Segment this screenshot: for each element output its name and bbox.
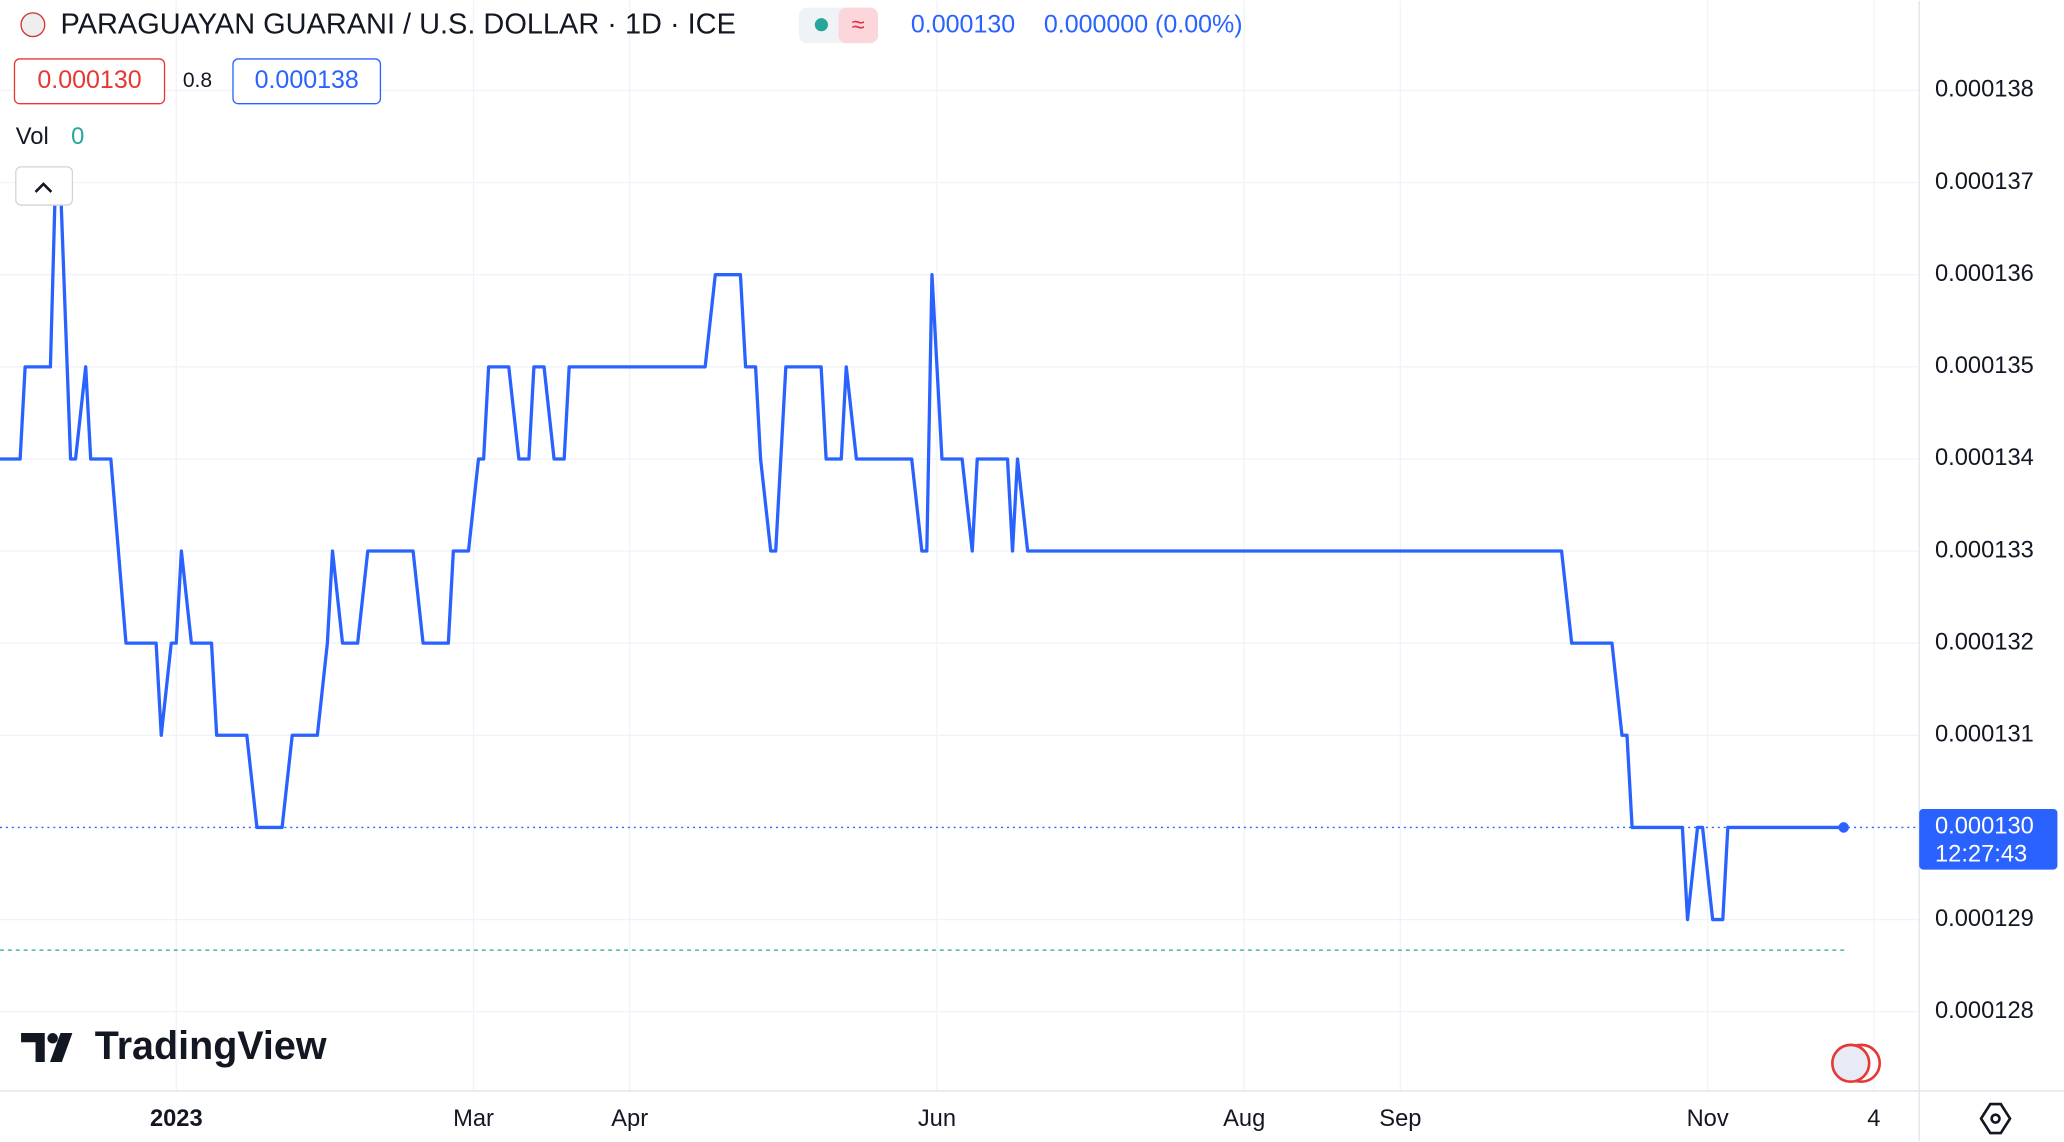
- buy-price: 0.000138: [255, 66, 359, 94]
- x-tick-label: Nov: [1687, 1106, 1729, 1132]
- collapse-icon: [34, 182, 53, 193]
- y-tick-label: 0.000129: [1935, 906, 2034, 932]
- settings-icon-center: [1990, 1113, 2001, 1124]
- x-tick-label: Apr: [611, 1106, 648, 1132]
- region-icon-flag: [1831, 1043, 1871, 1084]
- brand-name: TradingView: [95, 1024, 327, 1068]
- x-tick-label: 4: [1867, 1106, 1880, 1132]
- last-price-box: [1919, 809, 2058, 870]
- y-tick-label: 0.000135: [1935, 353, 2034, 379]
- y-tick-label: 0.000131: [1935, 722, 2034, 748]
- y-tick-label: 0.000134: [1935, 445, 2034, 471]
- y-tick-label: 0.000128: [1935, 998, 2034, 1024]
- vol-value: 0: [71, 124, 84, 150]
- sell-button[interactable]: [13, 58, 166, 105]
- price-change: 0.000000 (0.00%): [1044, 11, 1243, 39]
- last-price: 0.000130: [911, 11, 1015, 39]
- y-tick-label: 0.000137: [1935, 169, 2034, 195]
- y-tick-label: 0.000136: [1935, 261, 2034, 287]
- delay-badge[interactable]: [838, 7, 878, 44]
- settings-icon[interactable]: [1979, 1102, 2012, 1135]
- x-tick-label: 2023: [150, 1106, 203, 1132]
- buy-button[interactable]: [232, 58, 382, 105]
- x-tick-label: Sep: [1379, 1106, 1421, 1132]
- brand-logo: [21, 1033, 73, 1062]
- symbol-title: PARAGUAYAN GUARANI / U.S. DOLLAR · 1D · …: [61, 9, 736, 41]
- plot: [0, 180, 1920, 922]
- y-tick-label: 0.000132: [1935, 629, 2034, 655]
- last-point: [1838, 822, 1849, 833]
- price-line: [0, 180, 1844, 922]
- x-tick-label: Aug: [1223, 1106, 1265, 1132]
- y-tick-label: 0.000138: [1935, 77, 2034, 103]
- last-price-label: 0.000130: [1935, 814, 2034, 840]
- flag-icon: [20, 12, 46, 38]
- sell-price: 0.000130: [37, 66, 141, 94]
- spread: 0.8: [183, 69, 212, 92]
- market-status: [814, 18, 828, 32]
- y-tick-label: 0.000133: [1935, 537, 2034, 563]
- brand-logo-dot: [47, 1033, 58, 1044]
- x-tick-label: Jun: [918, 1106, 956, 1132]
- countdown-label: 12:27:43: [1935, 841, 2027, 867]
- x-tick-label: Mar: [453, 1106, 494, 1132]
- vol-label: Vol: [16, 124, 49, 150]
- delay-icon: ≈: [852, 12, 865, 38]
